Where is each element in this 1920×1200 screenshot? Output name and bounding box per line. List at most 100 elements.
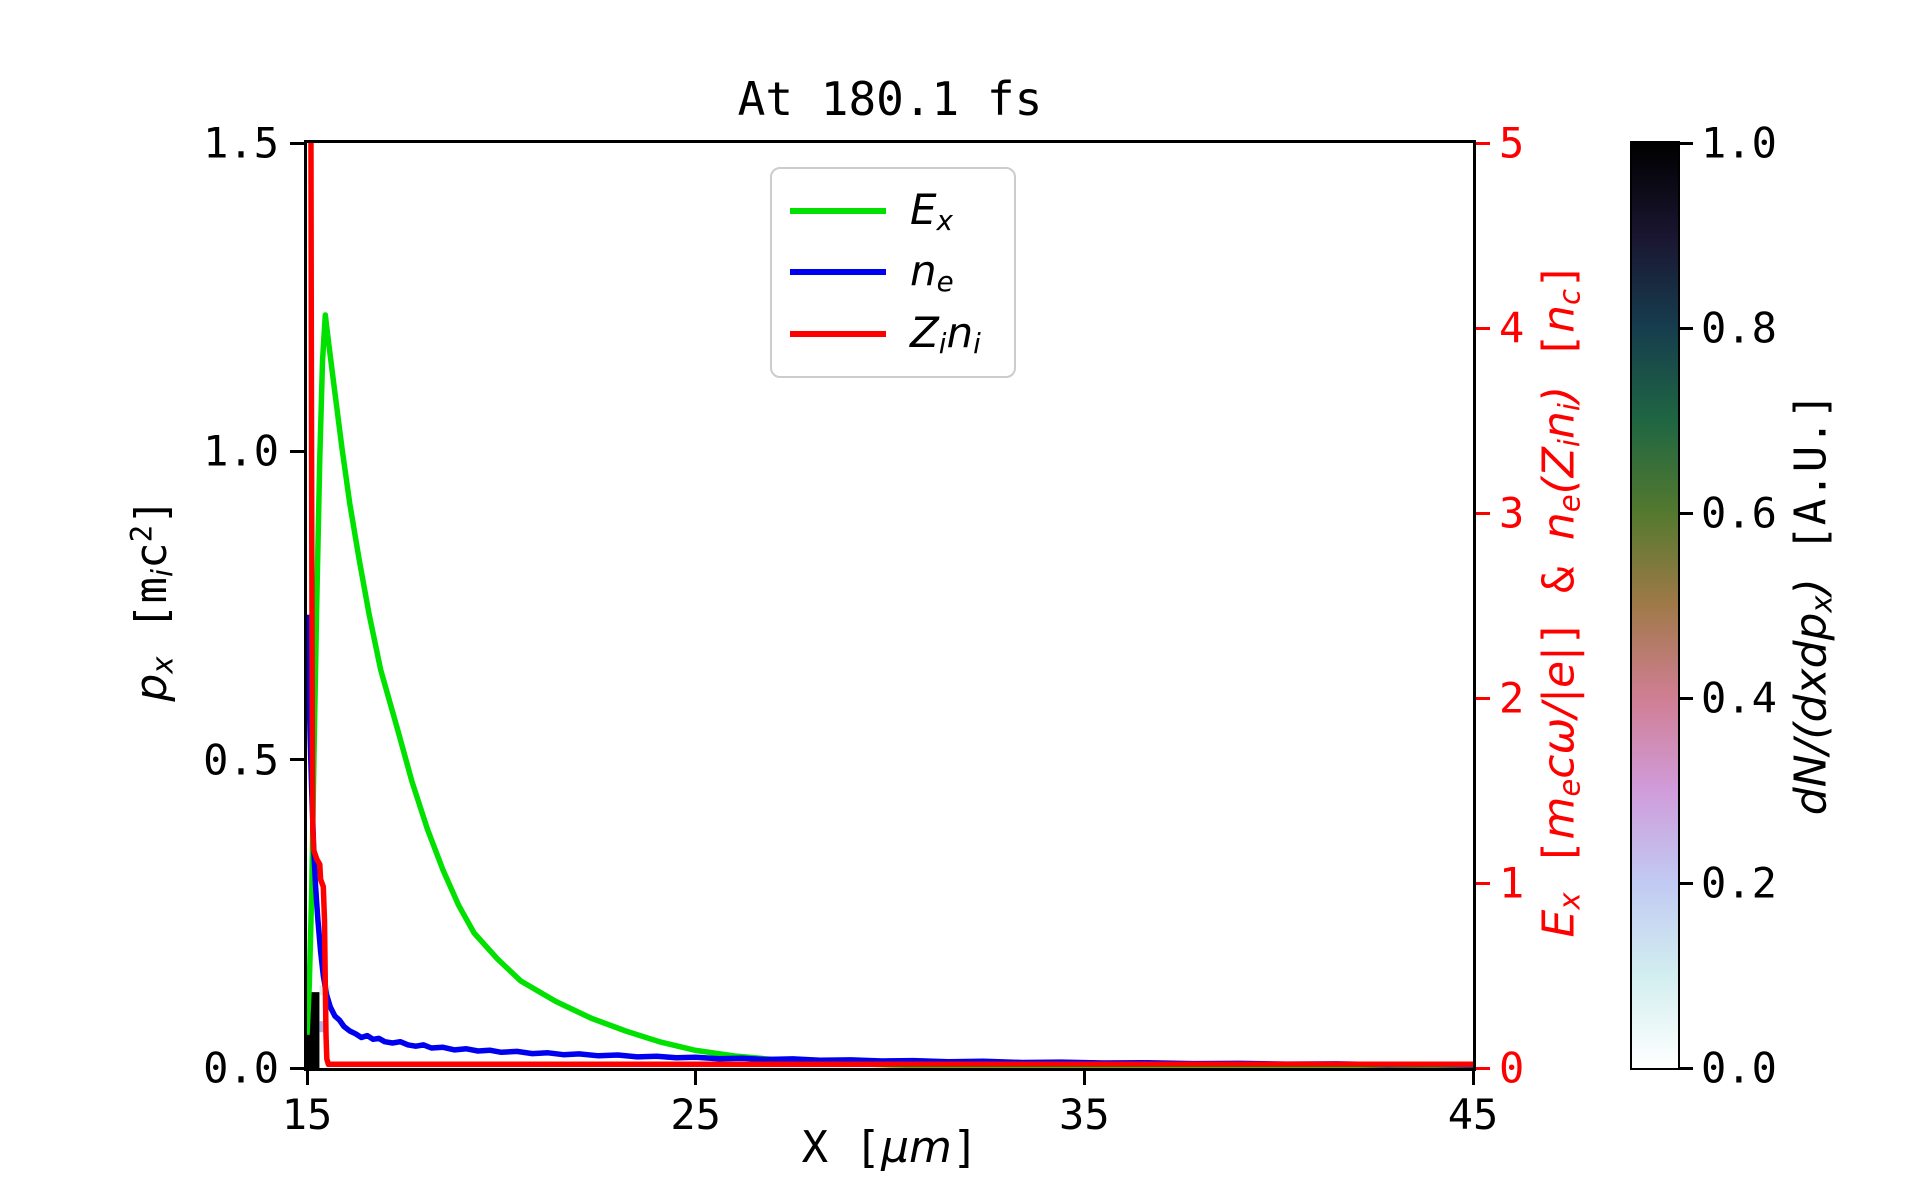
- x-axis-tick-label: 35: [1059, 1090, 1110, 1139]
- legend-label: ne: [910, 246, 954, 298]
- text-segment: (: [1533, 477, 1585, 495]
- colorbar-tick: [1680, 326, 1693, 330]
- text-segment: c: [1552, 289, 1587, 305]
- colorbar-tick-label: 0.8: [1701, 303, 1777, 353]
- text-segment: x: [1552, 892, 1587, 910]
- colorbar-tick: [1680, 881, 1693, 885]
- text-segment: c: [126, 542, 178, 569]
- y-left-tick-label: 0.5: [203, 735, 279, 785]
- text-segment: ] &: [1533, 540, 1585, 647]
- y-right-tick-label: 2: [1499, 673, 1525, 723]
- colorbar-tick: [1680, 1066, 1693, 1070]
- x-axis-tick: [694, 1071, 698, 1085]
- text-segment: [: [1533, 332, 1585, 386]
- text-segment: p: [126, 673, 178, 702]
- text-segment: E: [1533, 909, 1585, 938]
- text-segment: n: [910, 246, 937, 296]
- text-segment: n: [1533, 304, 1585, 333]
- colorbar-label: dN/(dxdpx) [A.U.]: [1785, 393, 1838, 815]
- text-segment: ]: [951, 1122, 979, 1173]
- text-segment: E: [910, 184, 937, 234]
- y-right-tick-label: 3: [1499, 488, 1525, 538]
- text-segment: Z: [1533, 447, 1585, 478]
- y-right-tick-label: 5: [1499, 118, 1525, 168]
- x-axis-tick-label: 25: [670, 1090, 721, 1139]
- y-right-tick: [1476, 141, 1490, 145]
- text-segment: cω/|e|: [1533, 646, 1585, 779]
- colorbar-tick-label: 0.0: [1701, 1043, 1777, 1093]
- x-axis-label: X [μm]: [802, 1122, 979, 1173]
- legend-line-swatch: [790, 207, 886, 214]
- legend-label: Ex: [910, 185, 953, 237]
- series-line-Zini: [308, 143, 1473, 1068]
- legend-item-Ex: Ex: [772, 185, 1014, 237]
- x-axis-tick: [1082, 1071, 1086, 1085]
- x-axis-tick: [305, 1071, 309, 1085]
- colorbar-tick: [1680, 696, 1693, 700]
- text-segment: m: [126, 576, 178, 604]
- y-left-tick-label: 1.0: [203, 426, 279, 476]
- text-segment: i: [973, 327, 981, 361]
- text-segment: Z: [910, 308, 939, 358]
- text-segment: e: [1552, 494, 1587, 513]
- text-segment: ): [1533, 385, 1585, 404]
- text-segment: 2: [124, 524, 159, 543]
- x-axis-tick: [1471, 1071, 1475, 1085]
- y-right-tick: [1476, 696, 1490, 700]
- colorbar-tick: [1680, 141, 1693, 145]
- text-segment: i: [1552, 439, 1587, 448]
- legend-label: Zini: [910, 308, 981, 360]
- text-segment: x: [1804, 595, 1839, 613]
- text-segment: i: [1552, 403, 1587, 412]
- text-segment: dN: [1785, 754, 1837, 816]
- text-segment: n: [1533, 512, 1585, 541]
- text-segment: dxdp: [1785, 612, 1837, 723]
- colorbar-tick-label: 0.2: [1701, 858, 1777, 908]
- text-segment: /(: [1785, 722, 1837, 755]
- y-right-tick-label: 0: [1499, 1043, 1525, 1093]
- text-segment: e: [936, 265, 954, 299]
- y-right-tick-label: 4: [1499, 303, 1525, 353]
- colorbar: [1630, 141, 1680, 1070]
- text-segment: ): [1785, 578, 1837, 596]
- series-line-Ex: [307, 312, 1473, 1068]
- text-segment: [A.U.]: [1785, 392, 1837, 579]
- text-segment: x: [145, 656, 180, 674]
- text-segment: i: [145, 568, 180, 577]
- legend-item-Zini: Zini: [772, 308, 1014, 360]
- y-axis-label-right: Ex [mecω/|e|] & ne(Zini) [nc]: [1533, 263, 1586, 938]
- text-segment: n: [946, 308, 974, 358]
- text-segment: i: [938, 327, 947, 361]
- x-axis-tick-label: 15: [281, 1090, 333, 1139]
- text-segment: n: [1533, 411, 1585, 440]
- colorbar-tick-label: 0.4: [1701, 673, 1777, 723]
- series-line-ne: [307, 614, 1473, 1068]
- y-right-tick: [1476, 511, 1490, 515]
- y-left-tick: [290, 1066, 304, 1070]
- legend: Ex ne Zini: [770, 167, 1016, 378]
- y-right-tick: [1476, 881, 1490, 885]
- text-segment: x: [936, 203, 953, 237]
- x-axis-tick-label: 45: [1447, 1090, 1499, 1139]
- text-segment: e: [1552, 778, 1587, 797]
- text-segment: X [: [801, 1122, 882, 1173]
- y-left-tick: [290, 449, 304, 453]
- text-segment: ]: [126, 498, 178, 525]
- text-segment: [: [126, 603, 178, 657]
- legend-line-swatch: [790, 269, 886, 276]
- plot-title: At 180.1 fs: [737, 72, 1043, 126]
- y-right-tick: [1476, 1066, 1490, 1070]
- legend-line-swatch: [790, 331, 886, 338]
- colorbar-tick-label: 0.6: [1701, 488, 1777, 538]
- text-segment: m: [1533, 796, 1585, 840]
- y-left-tick: [290, 141, 304, 145]
- y-left-tick-label: 0.0: [203, 1043, 279, 1093]
- text-segment: μm: [881, 1122, 952, 1173]
- y-right-tick: [1476, 326, 1490, 330]
- colorbar-tick-label: 1.0: [1701, 118, 1777, 168]
- histogram-cell: [310, 992, 320, 1013]
- legend-item-ne: ne: [772, 246, 1014, 299]
- text-segment: [: [1533, 839, 1585, 893]
- y-left-tick-label: 1.5: [203, 118, 279, 168]
